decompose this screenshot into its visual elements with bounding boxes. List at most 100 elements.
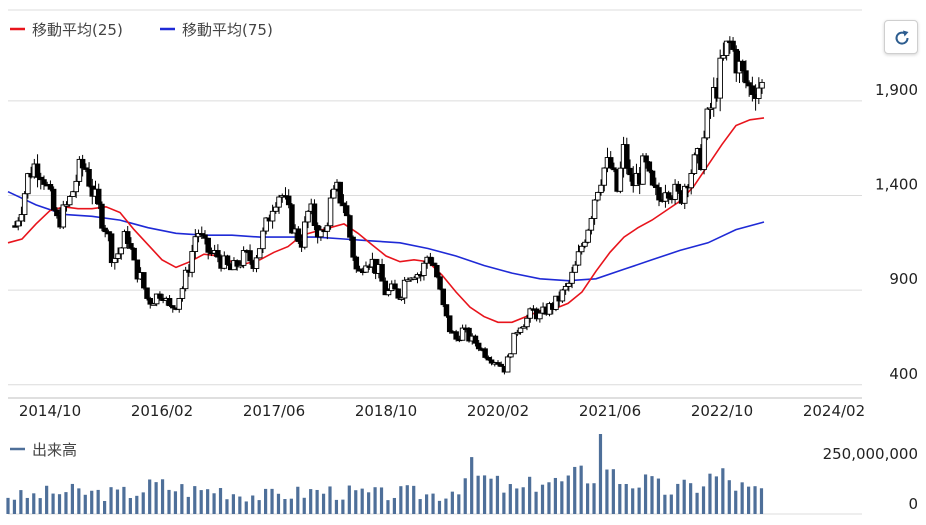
volume-bar xyxy=(321,493,326,514)
candle-body xyxy=(382,280,389,296)
volume-bar xyxy=(135,495,139,514)
candle-body xyxy=(682,185,688,204)
volume-bar xyxy=(38,498,42,514)
candle-body xyxy=(756,87,762,99)
volume-bar xyxy=(218,488,223,514)
candle-body xyxy=(691,154,698,174)
volume-series xyxy=(6,434,862,515)
candle-body xyxy=(379,264,385,282)
volume-bar xyxy=(309,489,313,514)
candle-body xyxy=(41,179,47,185)
volume-bar xyxy=(747,486,751,514)
candle-body xyxy=(617,167,624,192)
volume-bar xyxy=(173,491,178,514)
candle-body xyxy=(572,264,579,273)
x-tick-label: 2024/02 xyxy=(803,402,865,420)
candle-body xyxy=(240,250,247,266)
volume-bar xyxy=(315,489,319,514)
candle-body xyxy=(128,243,134,249)
candle-body xyxy=(273,206,279,212)
volume-bar xyxy=(386,500,390,514)
volume-bar xyxy=(598,434,603,514)
volume-bar xyxy=(341,499,345,514)
candle-body xyxy=(453,331,459,340)
candle-body xyxy=(50,188,57,211)
candle-body xyxy=(385,290,392,296)
volume-bar xyxy=(631,488,635,514)
candle-body xyxy=(347,215,353,238)
volume-bar xyxy=(586,483,590,514)
candle-body xyxy=(311,203,318,226)
candle-body xyxy=(446,315,453,333)
volume-bar xyxy=(669,494,673,514)
volume-tick-label: 250,000,000 xyxy=(823,445,918,463)
volume-bar xyxy=(25,497,29,514)
candle-body xyxy=(202,234,208,239)
candle-body xyxy=(269,210,276,222)
candle-body xyxy=(144,287,150,299)
volume-bar xyxy=(354,490,358,514)
candle-body xyxy=(199,233,205,236)
candle-body xyxy=(704,108,711,139)
candle-body xyxy=(759,81,765,89)
volume-bar xyxy=(45,485,49,514)
legend-label-ma25: 移動平均(25) xyxy=(32,21,123,39)
candle-body xyxy=(176,297,182,310)
volume-bar xyxy=(141,492,145,514)
candle-body xyxy=(324,225,331,232)
volume-bar xyxy=(405,485,409,514)
candle-body xyxy=(34,163,41,178)
volume-bar xyxy=(251,495,255,514)
volume-bar xyxy=(51,493,55,514)
volume-bar xyxy=(618,484,622,514)
candle-body xyxy=(395,288,401,299)
volume-bar xyxy=(418,499,422,514)
candle-body xyxy=(15,220,21,227)
moving-average-25-line xyxy=(7,117,765,324)
refresh-button[interactable] xyxy=(884,20,918,54)
candle-body xyxy=(12,225,18,228)
candle-body xyxy=(179,288,186,299)
candle-body xyxy=(18,214,25,222)
volume-bar xyxy=(186,496,190,514)
volume-bar xyxy=(360,488,364,514)
volume-bar xyxy=(283,499,287,514)
candle-body xyxy=(205,237,211,253)
candle-body xyxy=(153,293,160,305)
volume-bar xyxy=(482,475,487,514)
volume-bar xyxy=(296,486,300,514)
candle-body xyxy=(150,303,157,306)
volume-bar xyxy=(689,483,693,514)
volume-bar xyxy=(83,494,87,514)
candle-body xyxy=(401,279,408,299)
volume-bar xyxy=(547,482,551,514)
price-legend: 移動平均(25) 移動平均(75) xyxy=(10,21,273,39)
candle-body xyxy=(488,359,495,364)
candle-body xyxy=(141,272,147,289)
volume-bar xyxy=(450,491,454,514)
x-tick-label: 2020/02 xyxy=(467,402,529,420)
volume-bar xyxy=(502,492,506,514)
candle-body xyxy=(421,262,427,276)
volume-tick-label: 0 xyxy=(908,495,918,513)
candle-body xyxy=(688,173,694,189)
candle-body xyxy=(514,331,521,335)
candle-body xyxy=(707,107,714,110)
candle-body xyxy=(524,317,530,328)
volume-bar xyxy=(328,486,332,514)
candle-body xyxy=(511,332,517,355)
candle-body xyxy=(192,236,199,252)
candle-body xyxy=(260,230,266,250)
candle-body xyxy=(672,183,678,200)
candle-body xyxy=(147,298,153,305)
y-tick-label: 1,900 xyxy=(875,81,918,99)
candle-body xyxy=(472,335,479,344)
volume-bar xyxy=(740,482,744,514)
candle-body xyxy=(327,197,334,227)
candle-body xyxy=(182,269,189,290)
candle-body xyxy=(215,250,221,258)
candle-body xyxy=(21,193,28,216)
candle-body xyxy=(675,183,682,192)
candle-body xyxy=(665,192,672,199)
candle-body xyxy=(353,256,360,270)
